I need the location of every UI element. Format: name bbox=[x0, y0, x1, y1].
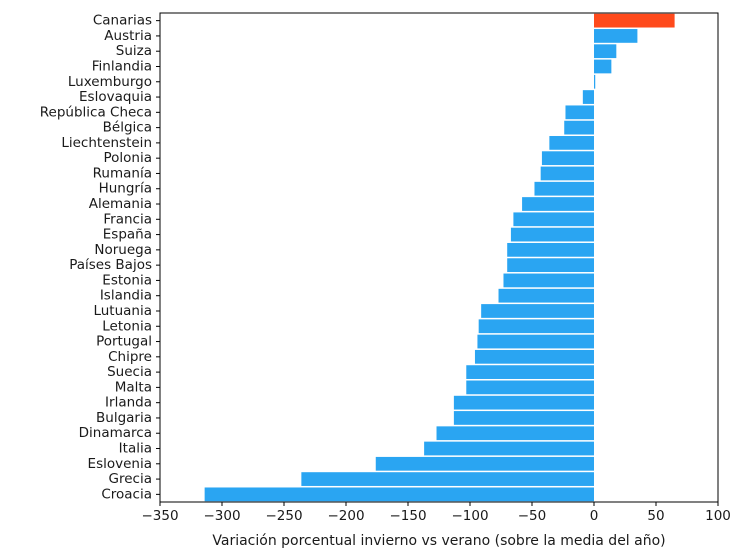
bar-irlanda bbox=[453, 395, 594, 410]
y-tick-label: Suiza bbox=[116, 43, 152, 59]
y-tick-label: Estonia bbox=[102, 272, 152, 288]
x-axis-title: Variación porcentual invierno vs verano … bbox=[212, 533, 665, 549]
y-tick-label: Letonia bbox=[102, 318, 152, 334]
bar-república-checa bbox=[565, 105, 594, 120]
bar-rumanía bbox=[540, 166, 594, 181]
bar-suecia bbox=[466, 365, 594, 379]
y-tick-label: Chipre bbox=[108, 349, 152, 365]
bar-chipre bbox=[474, 349, 594, 364]
y-tick-label: Malta bbox=[115, 379, 152, 395]
bar-austria bbox=[594, 29, 638, 43]
plot-frame bbox=[159, 12, 719, 503]
y-tick-label: Islandia bbox=[100, 288, 152, 304]
bar-españa bbox=[510, 227, 594, 242]
x-tick-label: −200 bbox=[327, 508, 364, 524]
bar-islandia bbox=[498, 288, 594, 303]
bar-países-bajos bbox=[507, 258, 594, 273]
bar-hungría bbox=[534, 181, 594, 196]
bar-dinamarca bbox=[436, 426, 594, 441]
y-tick-label: Rumanía bbox=[93, 165, 152, 181]
x-axis-ticks: −350 −300 −250 −200 −150 −100 −50 0 50 100 bbox=[141, 502, 731, 524]
y-tick-label: Canarias bbox=[93, 13, 152, 29]
x-tick-label: −300 bbox=[203, 508, 240, 524]
y-tick-label: Bulgaria bbox=[96, 410, 152, 426]
y-tick-label: Francia bbox=[103, 211, 152, 227]
y-tick-label: Eslovenia bbox=[88, 456, 152, 472]
bar-estonia bbox=[503, 273, 594, 288]
bar-malta bbox=[466, 380, 594, 395]
y-tick-label: Grecia bbox=[109, 471, 152, 487]
y-tick-label: Bélgica bbox=[103, 120, 152, 136]
bar-italia bbox=[424, 441, 594, 456]
bar-polonia bbox=[541, 151, 594, 166]
y-tick-label: Liechtenstein bbox=[61, 135, 152, 151]
bar-grecia bbox=[301, 472, 594, 486]
bar-bélgica bbox=[564, 120, 594, 135]
y-tick-label: Dinamarca bbox=[79, 425, 152, 441]
bar-noruega bbox=[507, 242, 594, 257]
y-tick-label: Croacia bbox=[101, 486, 152, 502]
y-tick-label: Finlandia bbox=[92, 58, 152, 74]
y-tick-label: Noruega bbox=[94, 242, 152, 258]
y-tick-label: Suecia bbox=[107, 364, 152, 380]
x-tick-label: −350 bbox=[141, 508, 178, 524]
bar-alemania bbox=[522, 197, 594, 211]
y-tick-label: Hungría bbox=[99, 181, 152, 197]
y-tick-label: Países Bajos bbox=[69, 257, 152, 273]
bar-luxemburgo bbox=[594, 74, 596, 89]
y-tick-label: Lutuania bbox=[93, 303, 152, 319]
y-axis-ticks: CanariasAustriaSuizaFinlandiaLuxemburgoE… bbox=[40, 13, 160, 502]
bar-francia bbox=[513, 212, 594, 227]
x-tick-label: −50 bbox=[518, 508, 547, 524]
bar-bulgaria bbox=[453, 411, 594, 425]
y-tick-label: Polonia bbox=[103, 150, 152, 166]
y-tick-label: Portugal bbox=[96, 334, 152, 350]
bar-eslovenia bbox=[375, 456, 594, 471]
x-tick-label: 100 bbox=[705, 508, 731, 524]
y-tick-label: Eslovaquia bbox=[79, 89, 152, 105]
bar-finlandia bbox=[594, 59, 612, 74]
bar-suiza bbox=[594, 44, 617, 59]
bar-liechtenstein bbox=[549, 136, 594, 150]
bar-canarias bbox=[594, 13, 675, 28]
y-tick-label: República Checa bbox=[40, 104, 152, 120]
bar-letonia bbox=[478, 319, 594, 334]
y-tick-label: Italia bbox=[119, 441, 152, 457]
bar-croacia bbox=[204, 487, 594, 502]
x-tick-label: 0 bbox=[590, 508, 599, 524]
x-tick-label: −250 bbox=[265, 508, 302, 524]
y-tick-label: Alemania bbox=[89, 196, 152, 212]
y-tick-label: Luxemburgo bbox=[68, 74, 152, 90]
bar-eslovaquia bbox=[582, 90, 594, 104]
y-tick-label: España bbox=[103, 227, 152, 243]
x-tick-label: −100 bbox=[451, 508, 488, 524]
x-tick-label: 50 bbox=[647, 508, 664, 524]
x-tick-label: −150 bbox=[389, 508, 426, 524]
bar-portugal bbox=[477, 334, 594, 349]
y-tick-label: Irlanda bbox=[105, 395, 152, 411]
y-tick-label: Austria bbox=[104, 28, 152, 44]
bars-group bbox=[204, 13, 675, 502]
bar-lutuania bbox=[481, 304, 594, 318]
